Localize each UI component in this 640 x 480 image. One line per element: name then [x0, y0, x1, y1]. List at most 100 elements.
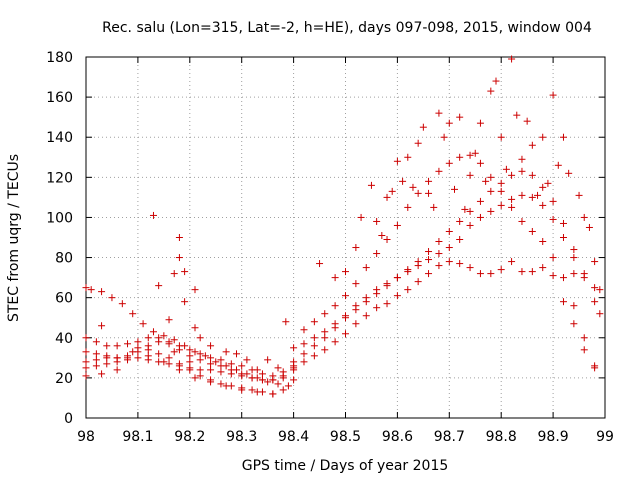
data-point [238, 372, 246, 380]
data-point [549, 91, 557, 99]
y-tick-label: 0 [64, 411, 73, 427]
x-tick-label: 98.8 [486, 429, 517, 445]
data-point [222, 382, 230, 390]
data-point [134, 338, 142, 346]
data-point [362, 312, 370, 320]
data-point [165, 360, 173, 368]
data-point [497, 201, 505, 209]
data-point [528, 141, 536, 149]
data-point [425, 177, 433, 185]
data-point [383, 282, 391, 290]
y-tick-label: 160 [46, 90, 73, 106]
data-point [144, 334, 152, 342]
y-tick-label: 100 [46, 210, 73, 226]
data-point [217, 356, 225, 364]
data-point [373, 217, 381, 225]
data-point [570, 246, 578, 254]
data-point [279, 386, 287, 394]
data-point [342, 268, 349, 276]
data-point [113, 342, 121, 350]
data-point [461, 205, 469, 213]
data-point [404, 286, 412, 294]
data-point [513, 111, 521, 119]
data-point [476, 270, 484, 278]
data-point [518, 155, 526, 163]
data-point [559, 133, 567, 141]
data-point [352, 244, 360, 252]
y-tick-label: 180 [46, 50, 73, 66]
y-tick-label: 20 [55, 371, 73, 387]
data-point [196, 334, 204, 342]
data-point [508, 171, 516, 179]
data-point [388, 187, 396, 195]
data-point [591, 364, 599, 372]
data-point [290, 344, 298, 352]
data-point [139, 320, 147, 328]
data-point [170, 348, 178, 356]
data-point [331, 302, 339, 310]
data-point [383, 193, 391, 201]
x-tick-label: 98.3 [226, 429, 257, 445]
data-point [471, 149, 479, 157]
data-point [456, 236, 464, 244]
data-point [357, 213, 365, 221]
data-point [82, 348, 90, 356]
data-point [113, 358, 121, 366]
data-point [476, 159, 484, 167]
data-point [191, 286, 199, 294]
data-point [497, 179, 505, 187]
data-point [445, 227, 453, 235]
x-tick-label: 98.6 [382, 429, 413, 445]
data-point [378, 231, 386, 239]
data-point [476, 119, 484, 127]
data-point [508, 258, 516, 266]
data-point [207, 354, 215, 362]
data-point [539, 133, 547, 141]
data-point [518, 191, 526, 199]
data-point [518, 268, 526, 276]
data-point [170, 336, 178, 344]
data-point [404, 266, 412, 274]
data-point [456, 217, 464, 225]
data-point [575, 191, 583, 199]
data-point [217, 380, 225, 388]
data-point [544, 179, 552, 187]
data-point [134, 344, 142, 352]
data-point [290, 376, 298, 384]
data-point [425, 270, 433, 278]
data-point [321, 328, 329, 336]
plot-frame [85, 56, 606, 419]
data-point [269, 390, 277, 398]
data-point [450, 185, 458, 193]
y-tick-label: 80 [55, 251, 73, 267]
data-point [445, 244, 453, 252]
data-point [373, 290, 381, 298]
data-point [165, 340, 173, 348]
data-point [290, 358, 298, 366]
data-point [549, 254, 557, 262]
data-point [300, 340, 308, 348]
y-tick-label: 120 [46, 170, 73, 186]
data-point [207, 378, 215, 386]
data-point [92, 338, 100, 346]
data-point [170, 270, 178, 278]
data-point [393, 157, 401, 165]
data-point [456, 113, 464, 121]
data-point [591, 298, 599, 306]
data-point [300, 326, 308, 334]
data-point [425, 189, 433, 197]
data-point [435, 262, 443, 270]
data-point [92, 362, 100, 370]
data-point [282, 318, 290, 326]
data-point [352, 320, 360, 328]
data-point [591, 284, 599, 292]
data-point [466, 151, 474, 159]
data-point [596, 286, 604, 294]
data-point [435, 250, 443, 258]
data-point [129, 348, 137, 356]
data-point [103, 354, 111, 362]
data-point [310, 342, 318, 350]
data-point [430, 203, 438, 211]
x-tick-label: 98.5 [330, 429, 361, 445]
data-point [144, 352, 152, 360]
